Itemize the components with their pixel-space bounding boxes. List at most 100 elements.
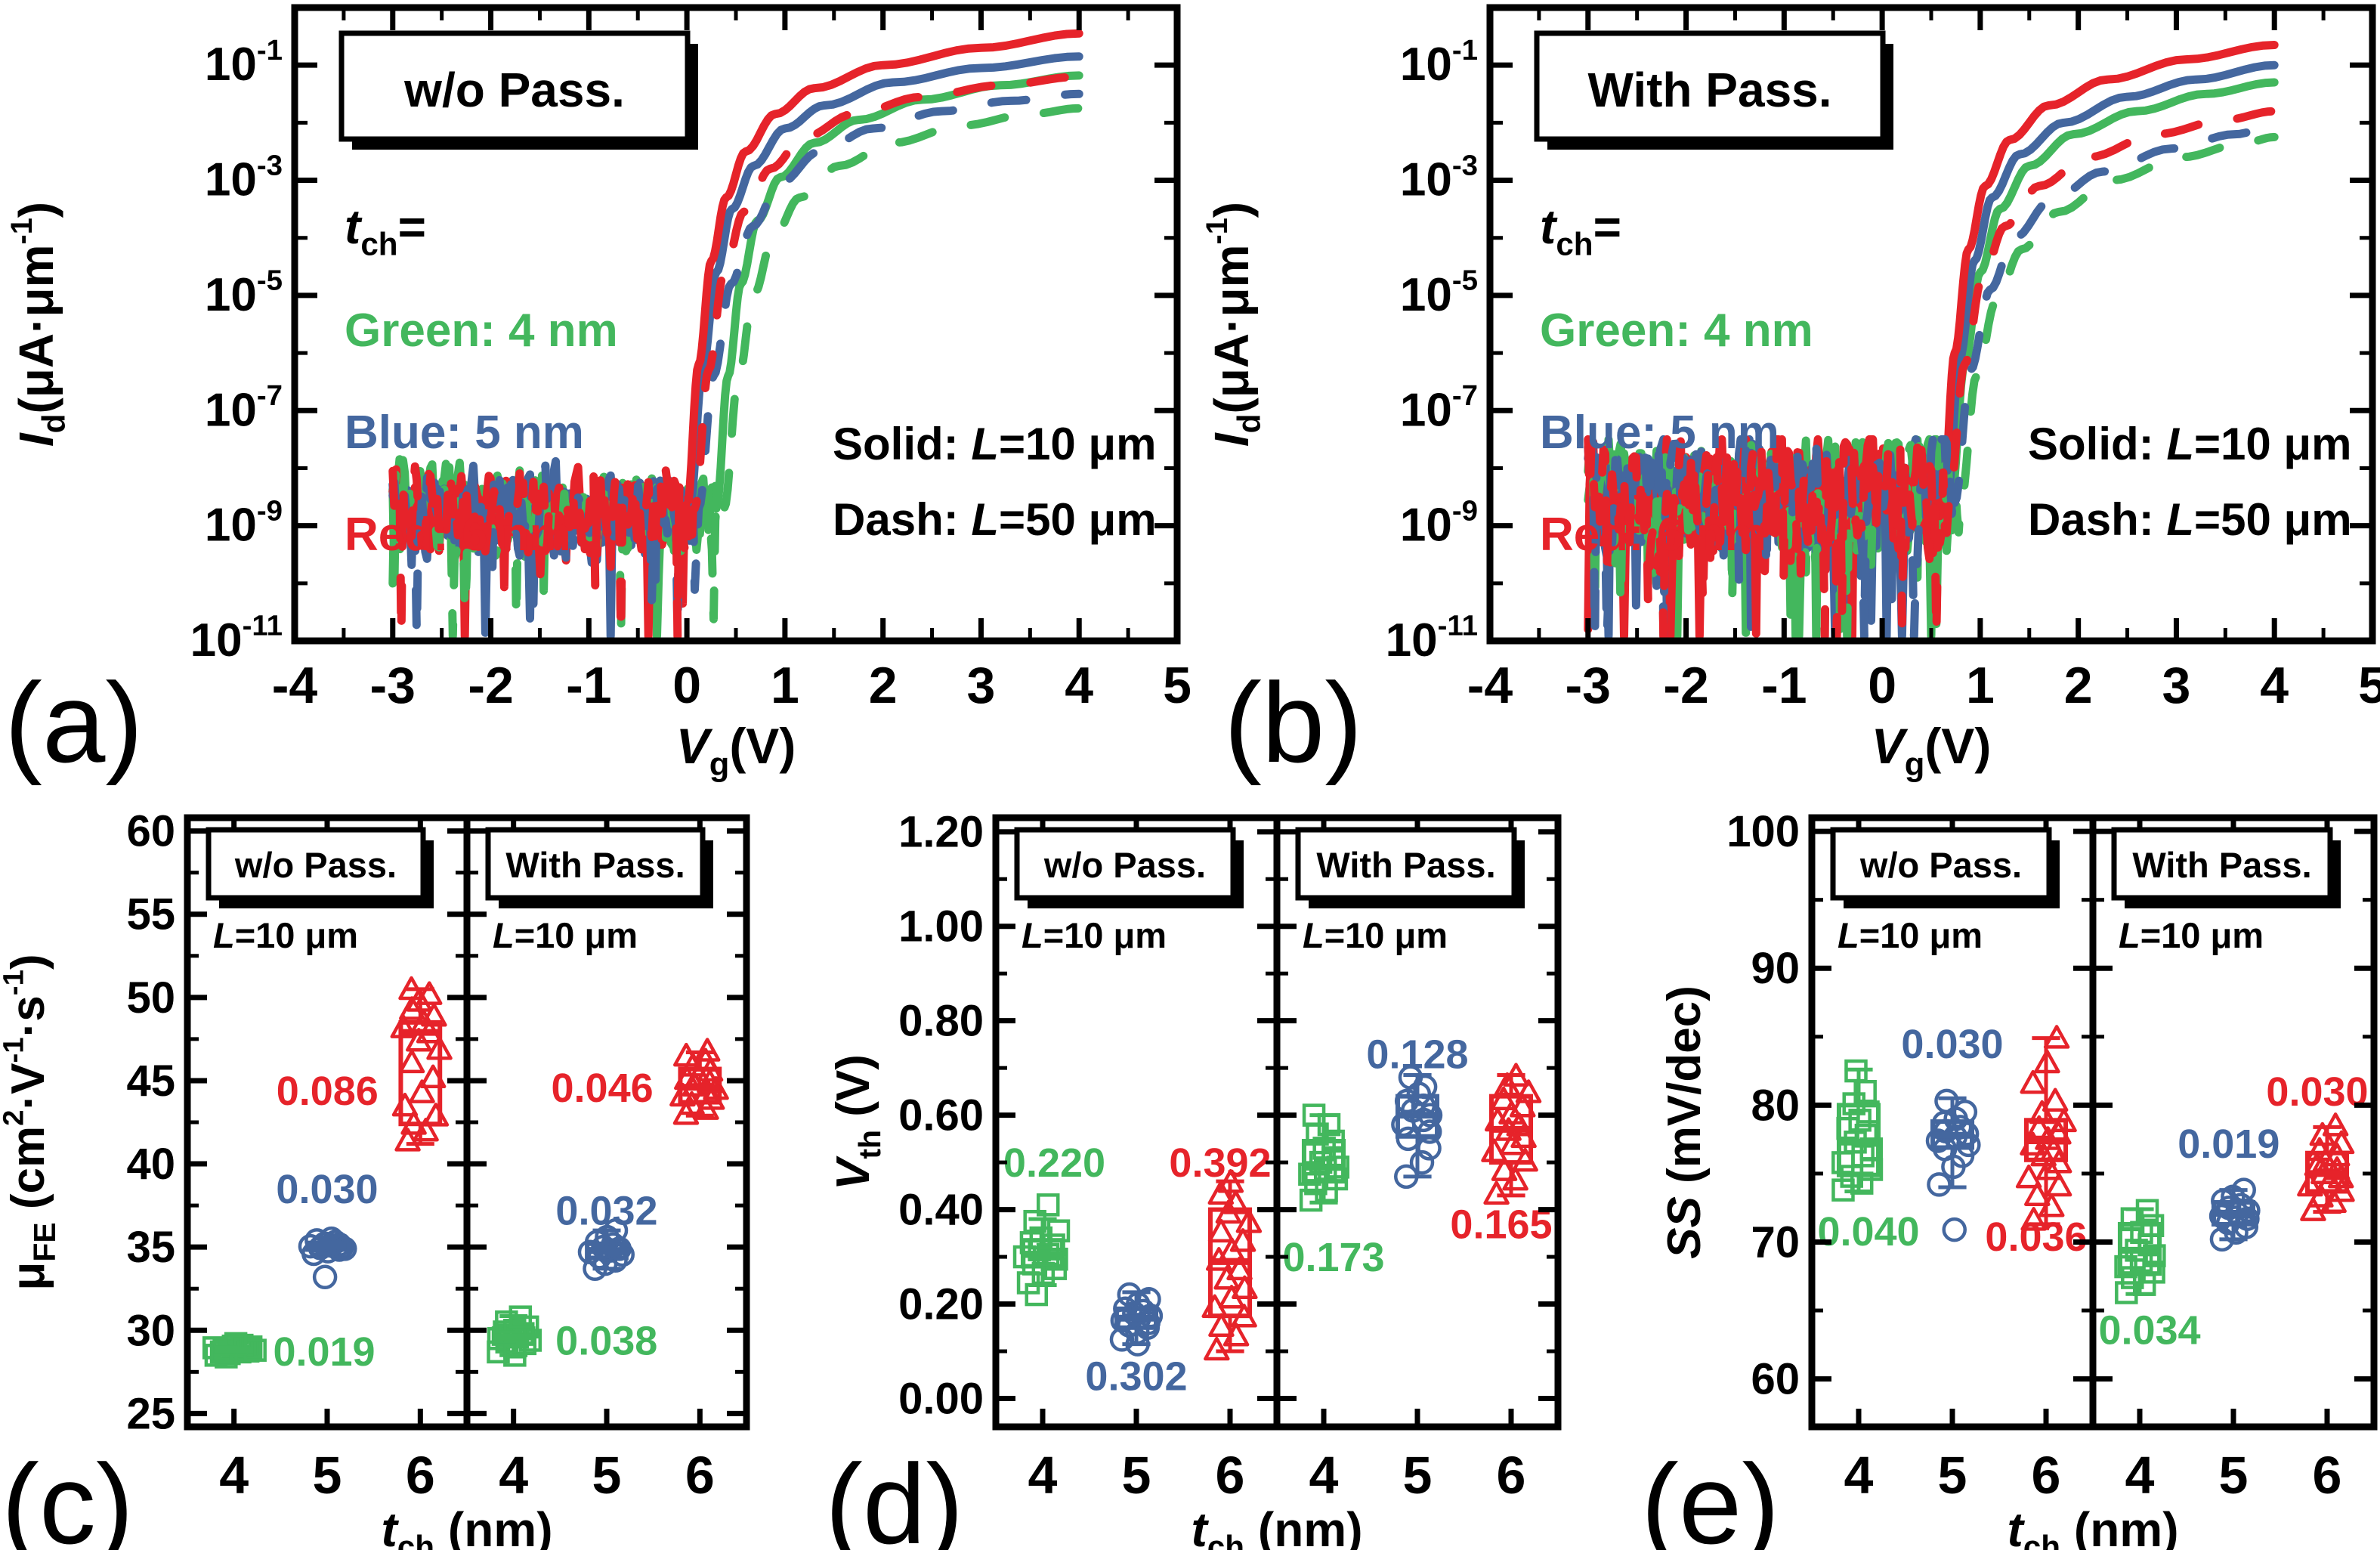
- marker-circle: [2231, 1177, 2256, 1202]
- text-segment: 0.086: [277, 1069, 379, 1114]
- text-segment: 0.040: [1817, 1209, 1919, 1255]
- text-segment: L: [971, 419, 999, 469]
- panel-tag-b: (b): [1224, 659, 1362, 786]
- x-axis-title-c: tch (nm): [381, 1502, 552, 1550]
- text-segment: -5: [257, 265, 283, 297]
- marker-square: [495, 1310, 518, 1334]
- marker-circle: [1417, 1136, 1442, 1161]
- text-segment: 6: [1216, 1446, 1245, 1505]
- text-segment: ): [9, 202, 63, 218]
- x-tick-label: 5: [1403, 1446, 1433, 1505]
- x-tick-label: 2: [869, 657, 898, 714]
- text-segment: w/o Pass.: [234, 845, 397, 885]
- subpanel-e-1: 0.034 0.019 0.030 4 5 6 With Pass. L=10 μm: [2089, 814, 2378, 1505]
- marker-triangle: [1510, 1094, 1536, 1118]
- text-segment: -11: [243, 610, 283, 642]
- x-tick-label: 5: [1938, 1446, 1967, 1505]
- value-label-green: 0.019: [273, 1329, 375, 1375]
- text-segment: (mV/dec): [1658, 985, 1711, 1196]
- marker-triangle: [1503, 1063, 1529, 1087]
- x-tick-label: 5: [2358, 657, 2380, 714]
- marker-triangle: [1515, 1079, 1542, 1103]
- text-segment: 0.030: [1901, 1022, 2003, 1067]
- x-tick-label: 5: [2219, 1446, 2249, 1505]
- text-segment: 0.392: [1169, 1140, 1271, 1186]
- text-segment: With Pass.: [1587, 63, 1831, 117]
- curve-6nm-L50um-dash: [1584, 107, 2279, 641]
- marker-triangle: [2020, 1207, 2047, 1231]
- passivation-box-a: [338, 30, 691, 142]
- marker-triangle: [421, 1003, 447, 1027]
- passivation-label: With Pass.: [1316, 845, 1495, 885]
- text-segment: -1: [0, 970, 30, 995]
- subpanel-d-1: 0.173 0.128 0.165 4 5 6 With Pass. L=10 μm: [1273, 814, 1562, 1505]
- text-segment: 0.220: [1003, 1140, 1105, 1186]
- value-label-green: 0.034: [2098, 1307, 2200, 1353]
- text-segment: g: [1905, 747, 1925, 783]
- panel-tag-e: (e): [1641, 1440, 1779, 1550]
- marker-triangle: [1491, 1157, 1518, 1181]
- x-tick-label: 6: [2032, 1446, 2061, 1505]
- text-segment: Green: 4 nm: [345, 305, 618, 357]
- annotation-0: Solid: L=10 μm: [833, 419, 1156, 469]
- y-tick-label: 10-9: [1400, 494, 1478, 551]
- text-segment: 0.80: [898, 997, 984, 1046]
- x-tick-label: 6: [1497, 1446, 1526, 1505]
- marker-square: [1025, 1282, 1049, 1307]
- text-segment: =10 μm: [999, 419, 1157, 469]
- text-segment: 1: [771, 657, 799, 714]
- marker-square: [1029, 1226, 1053, 1250]
- text-segment: (c): [2, 1440, 134, 1550]
- text-segment: Red: 6 nm: [345, 509, 571, 561]
- text-segment: 0.034: [2098, 1307, 2200, 1353]
- text-segment: L: [1022, 915, 1043, 955]
- panel-tag-d: (d): [825, 1440, 963, 1550]
- text-segment: 5: [1163, 657, 1192, 714]
- boxgroup-e-1-blue: [2208, 1177, 2261, 1252]
- marker-triangle: [1204, 1336, 1230, 1361]
- marker-circle: [1398, 1065, 1423, 1090]
- marker-triangle: [391, 1092, 419, 1117]
- text-segment: 6: [1497, 1446, 1526, 1505]
- text-segment: =10 μm: [2194, 419, 2352, 469]
- text-segment: (e): [1641, 1440, 1779, 1550]
- marker-square: [1028, 1238, 1051, 1261]
- marker-circle: [1396, 1126, 1421, 1152]
- legend-entry-green: Green: 4 nm: [1540, 305, 1813, 357]
- marker-triangle: [416, 981, 443, 1005]
- marker-circle: [1131, 1298, 1156, 1324]
- curves-b: [1584, 41, 2279, 641]
- text-segment: 40: [126, 1140, 175, 1189]
- boxgroup-e-0-green: [1831, 1059, 1884, 1202]
- marker-square: [508, 1305, 533, 1329]
- marker-square: [1302, 1103, 1326, 1127]
- x-tick-label: -1: [1761, 657, 1807, 714]
- text-segment: 4: [1065, 657, 1093, 714]
- y-tick-label: 10-7: [205, 379, 283, 436]
- text-segment: t: [345, 200, 363, 254]
- text-segment: 5: [2219, 1446, 2249, 1505]
- y-tick-label: 25: [126, 1389, 175, 1438]
- boxgroup-e-0-blue: [1925, 1088, 1981, 1242]
- value-label-red: 0.030: [2266, 1069, 2368, 1115]
- y-tick-label: 70: [1751, 1217, 1800, 1267]
- marker-triangle: [422, 1103, 450, 1127]
- text-segment: 10: [205, 39, 257, 91]
- y-tick-label: 10-11: [190, 610, 283, 667]
- text-segment: 0.036: [1985, 1214, 2087, 1260]
- y-tick-label: 0.40: [898, 1186, 984, 1235]
- text-segment: L: [1303, 915, 1324, 955]
- value-label-blue: 0.302: [1085, 1354, 1187, 1400]
- marker-triangle: [398, 1049, 425, 1074]
- y-tick-label: 10-7: [1400, 379, 1478, 436]
- condition-label: L=10 μm: [213, 915, 358, 955]
- text-segment: 60: [126, 807, 175, 856]
- text-segment: μ: [2, 1262, 54, 1291]
- text-segment: 50: [126, 973, 175, 1023]
- text-segment: ch: [360, 226, 397, 261]
- x-tick-label: 5: [313, 1446, 342, 1505]
- text-segment: 0: [1868, 657, 1896, 714]
- text-segment: 4: [1028, 1446, 1058, 1505]
